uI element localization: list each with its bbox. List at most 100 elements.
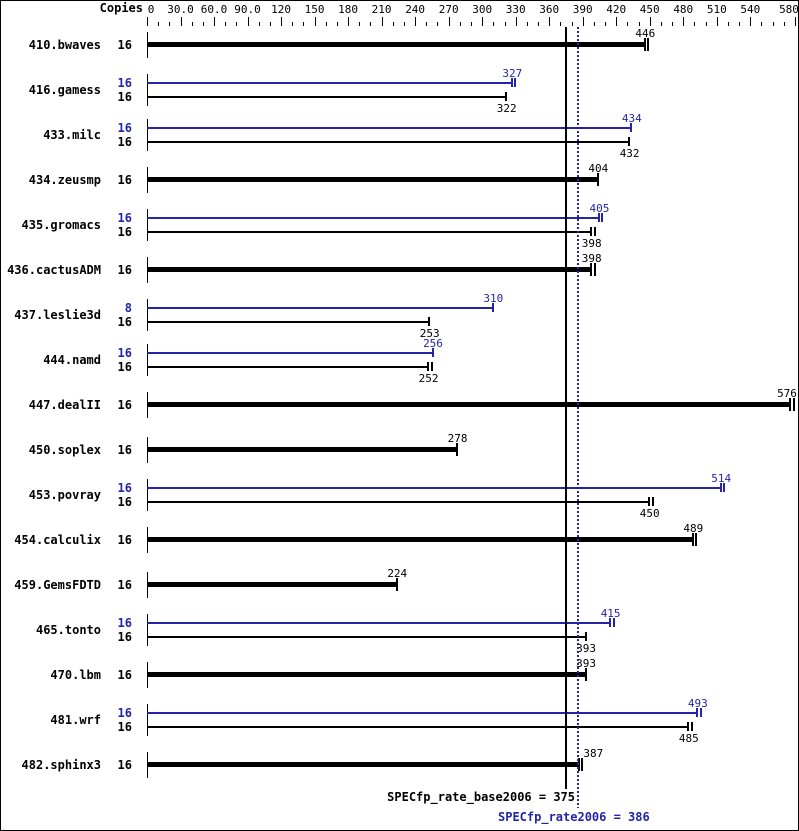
row-axis-line (147, 208, 148, 241)
axis-major-tick (482, 17, 483, 26)
bar-base (147, 725, 689, 728)
bar-end-tick (597, 213, 600, 222)
axis-minor-tick (169, 22, 170, 26)
bar-base (147, 402, 791, 407)
benchmark-name: 465.tonto (35, 622, 101, 637)
axis-tick-label: 450 (639, 3, 660, 16)
bar-end-tick (395, 578, 398, 591)
axis-minor-tick (270, 22, 271, 26)
bar-base (147, 500, 650, 503)
copies-value: 16 (117, 442, 132, 457)
axis-major-tick (795, 17, 796, 26)
bar-range-tick (651, 497, 654, 506)
bar-end-tick (456, 443, 459, 456)
benchmark-name: 434.zeusmp (28, 172, 101, 187)
bar-value-label: 576 (777, 387, 797, 400)
copies-value: 16 (117, 757, 132, 772)
bar-end-tick (630, 123, 633, 132)
bar-range-tick (792, 398, 795, 411)
copies-value: 16 (117, 397, 132, 412)
benchmark-name: 410.bwaves (28, 37, 101, 52)
axis-minor-tick (192, 22, 193, 26)
bar-end-tick (584, 668, 587, 681)
copies-value: 16 (117, 210, 132, 225)
axis-minor-tick (292, 22, 293, 26)
bar-range-tick (612, 618, 615, 627)
axis-minor-tick (259, 22, 260, 26)
axis-minor-tick (471, 22, 472, 26)
bar-range-tick (601, 213, 604, 222)
axis-tick-label: 540 (740, 3, 761, 16)
copies-value: 16 (117, 75, 132, 90)
bar-end-tick (691, 533, 694, 546)
copies-value: 16 (117, 172, 132, 187)
bar-base (147, 320, 430, 323)
bar-value-label: 256 (423, 336, 443, 350)
benchmark-name: 453.povray (28, 487, 101, 502)
bar-peak (147, 216, 600, 219)
axis-tick-label: 90.0 (234, 3, 261, 16)
bar-end-tick (648, 497, 651, 506)
axis-major-tick (348, 17, 349, 26)
axis-minor-tick (572, 22, 573, 26)
copies-value: 16 (117, 629, 132, 644)
axis-tick-label: 180 (338, 3, 359, 16)
axis-minor-tick (706, 22, 707, 26)
copies-value: 16 (117, 719, 132, 734)
copies-header: Copies (99, 1, 143, 15)
bar-end-tick (427, 362, 430, 371)
bar-end-tick (719, 483, 722, 492)
bar-end-tick (491, 303, 494, 312)
axis-minor-tick (739, 22, 740, 26)
axis-major-tick (516, 17, 517, 26)
copies-value: 16 (117, 667, 132, 682)
axis-major-tick (147, 17, 148, 26)
row-axis-line (147, 343, 148, 376)
axis-major-tick (248, 17, 249, 26)
bar-peak (147, 351, 433, 354)
axis-minor-tick (326, 22, 327, 26)
base-result-label: SPECfp_rate_base2006 = 375 (387, 790, 575, 804)
axis-tick-label: 390 (572, 3, 593, 16)
bar-value-label: 398 (581, 236, 602, 250)
benchmark-name: 470.lbm (50, 667, 101, 682)
bar-peak (147, 486, 722, 489)
copies-value: 16 (117, 494, 132, 509)
benchmark-name: 459.GemsFDTD (14, 577, 101, 592)
axis-tick-label: 120 (271, 3, 291, 16)
axis-minor-tick (784, 22, 785, 26)
bar-range-tick (593, 263, 596, 276)
bar-base (147, 582, 398, 587)
axis-major-tick (616, 17, 617, 26)
benchmark-name: 482.sphinx3 (21, 757, 101, 772)
bar-value-label: 253 (419, 326, 440, 340)
bar-end-tick (596, 173, 599, 186)
bar-range-tick (647, 38, 650, 51)
base-reference-line (564, 27, 567, 789)
benchmark-name: 454.calculix (14, 532, 101, 547)
axis-minor-tick (437, 22, 438, 26)
axis-minor-tick (560, 22, 561, 26)
bar-end-tick (590, 227, 593, 236)
axis-minor-tick (359, 22, 360, 26)
axis-tick-label: 210 (371, 3, 392, 16)
bar-base (147, 230, 592, 233)
axis-minor-tick (761, 22, 762, 26)
axis-major-tick (650, 17, 651, 26)
bar-range-tick (514, 78, 517, 87)
copies-value: 16 (117, 120, 132, 135)
axis-major-tick (750, 17, 751, 26)
axis-minor-tick (773, 22, 774, 26)
benchmark-name: 444.namd (43, 352, 101, 367)
axis-tick-label: 480 (673, 3, 694, 16)
bar-value-label: 327 (502, 66, 523, 80)
bar-range-tick (699, 708, 702, 717)
bar-value-label: 322 (496, 101, 517, 115)
benchmark-name: 450.soplex (28, 442, 101, 457)
benchmark-name: 481.wrf (50, 712, 101, 727)
axis-major-tick (382, 17, 383, 26)
axis-minor-tick (203, 22, 204, 26)
axis-minor-tick (505, 22, 506, 26)
bar-peak (147, 126, 632, 129)
axis-major-tick (214, 17, 215, 26)
